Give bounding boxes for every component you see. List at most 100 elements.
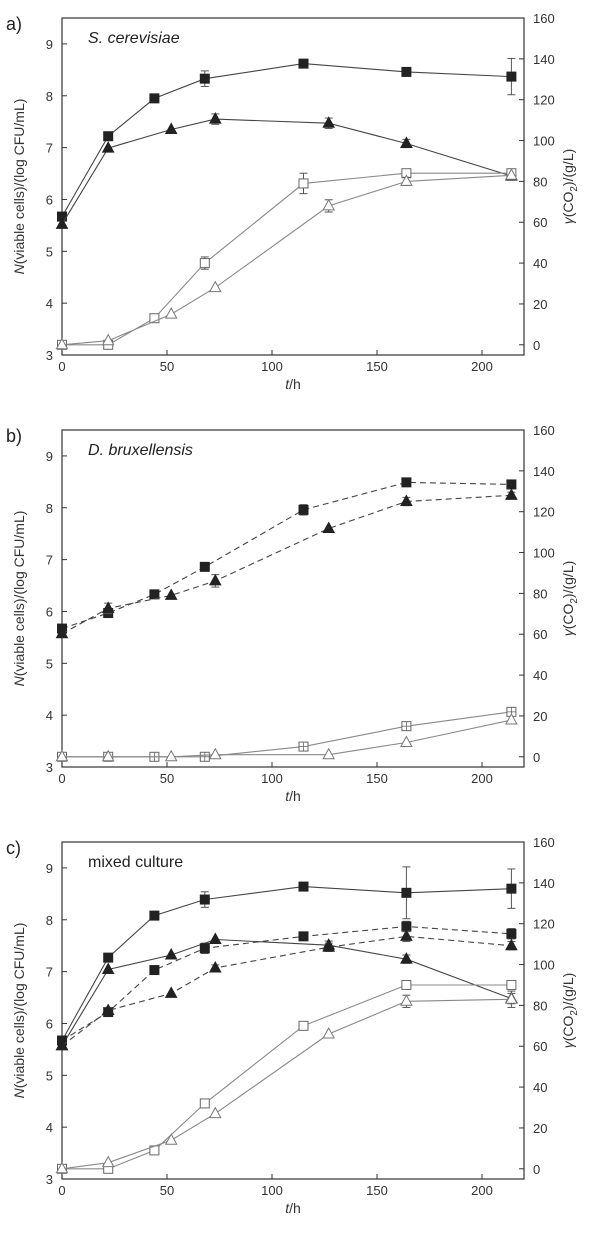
- y-right-tick-label: 160: [533, 835, 555, 850]
- y-left-tick-label: 9: [46, 37, 53, 52]
- x-tick-label: 150: [366, 771, 388, 786]
- y-left-tick-label: 3: [46, 1172, 53, 1187]
- y-left-tick-label: 3: [46, 760, 53, 775]
- data-point: [55, 337, 69, 350]
- y-left-tick-label: 5: [46, 244, 53, 259]
- y-right-tick-label: 60: [533, 1039, 547, 1054]
- series-line-1: [61, 886, 512, 1041]
- x-tick-label: 0: [58, 359, 65, 374]
- data-point: [149, 93, 160, 104]
- x-tick-label: 50: [160, 771, 174, 786]
- series-line-2: [61, 118, 512, 225]
- data-point: [199, 894, 210, 905]
- panel-label: c): [6, 838, 21, 858]
- data-point: [506, 979, 517, 990]
- data-point: [401, 887, 412, 898]
- data-point: [164, 947, 178, 960]
- y-right-tick-label: 100: [533, 958, 555, 973]
- y-right-tick-label: 40: [533, 1080, 547, 1095]
- data-point: [505, 712, 518, 725]
- x-tick-label: 200: [471, 771, 493, 786]
- data-point: [400, 174, 413, 186]
- data-point: [298, 881, 309, 892]
- data-point: [164, 307, 178, 319]
- data-point: [208, 932, 222, 944]
- y-right-tick-label: 140: [533, 876, 555, 891]
- series-line-1: [61, 63, 512, 217]
- y-left-tick-label: 8: [46, 89, 53, 104]
- y-right-tick-label: 60: [533, 627, 547, 642]
- data-point: [322, 747, 336, 760]
- y-left-axis-label: N(viable cells)/(log CFU/mL): [11, 923, 27, 1099]
- y-right-tick-label: 0: [533, 338, 540, 353]
- y-right-tick-label: 160: [533, 423, 555, 438]
- y-left-tick-label: 7: [46, 553, 53, 568]
- x-axis-label: t/h: [285, 788, 301, 804]
- data-point: [506, 71, 517, 82]
- data-point: [164, 122, 178, 134]
- data-point: [199, 561, 210, 572]
- y-left-axis-label: N(viable cells)/(log CFU/mL): [11, 99, 27, 275]
- data-point: [400, 994, 413, 1006]
- data-point: [208, 1106, 222, 1119]
- y-right-tick-label: 0: [533, 1162, 540, 1177]
- x-tick-label: 200: [471, 1183, 493, 1198]
- data-point: [505, 992, 518, 1004]
- series-line-4: [62, 719, 512, 758]
- y-right-tick-label: 120: [533, 505, 555, 520]
- data-point: [208, 573, 222, 586]
- data-point: [55, 217, 69, 229]
- series-line-1: [61, 481, 512, 630]
- data-point: [298, 58, 309, 69]
- x-tick-label: 200: [471, 359, 493, 374]
- plot-frame: [61, 429, 525, 768]
- data-point: [505, 938, 518, 951]
- series-line-3: [62, 172, 512, 346]
- data-point: [101, 141, 115, 153]
- data-point: [400, 952, 413, 964]
- y-left-tick-label: 4: [46, 296, 53, 311]
- x-axis-label: t/h: [285, 376, 301, 392]
- series-line-6: [61, 998, 512, 1170]
- data-point: [506, 479, 517, 490]
- data-point: [101, 1155, 115, 1168]
- data-point: [199, 943, 210, 954]
- x-tick-label: 50: [160, 1183, 174, 1198]
- y-left-tick-label: 4: [46, 708, 53, 723]
- data-point: [55, 1038, 69, 1051]
- x-tick-label: 150: [366, 1183, 388, 1198]
- y-left-axis-label: N(viable cells)/(log CFU/mL): [11, 511, 27, 687]
- data-point: [101, 601, 115, 613]
- y-right-tick-label: 40: [533, 256, 547, 271]
- x-tick-label: 100: [261, 771, 283, 786]
- data-point: [505, 168, 518, 180]
- data-point: [55, 1161, 69, 1174]
- data-point: [199, 1098, 210, 1109]
- y-right-tick-label: 100: [533, 134, 555, 149]
- panel-label: b): [6, 426, 22, 446]
- series-line-2: [61, 494, 512, 635]
- y-left-tick-label: 5: [46, 656, 53, 671]
- y-left-tick-label: 3: [46, 348, 53, 363]
- y-left-tick-label: 9: [46, 449, 53, 464]
- data-point: [400, 136, 413, 148]
- data-point: [164, 588, 178, 600]
- data-point: [101, 333, 115, 346]
- data-point: [199, 73, 210, 84]
- data-point: [149, 589, 160, 600]
- data-point: [199, 258, 210, 269]
- data-point: [322, 198, 336, 211]
- y-right-tick-label: 140: [533, 464, 555, 479]
- y-right-tick-label: 20: [533, 709, 547, 724]
- data-point: [400, 494, 413, 507]
- y-right-tick-label: 100: [533, 546, 555, 561]
- y-right-tick-label: 40: [533, 668, 547, 683]
- y-right-tick-label: 80: [533, 998, 547, 1013]
- data-point: [401, 979, 412, 990]
- y-left-tick-label: 6: [46, 1016, 53, 1031]
- y-left-tick-label: 9: [46, 861, 53, 876]
- y-left-tick-label: 7: [46, 965, 53, 980]
- x-axis-label: t/h: [285, 1200, 301, 1216]
- panel-label: a): [6, 14, 22, 34]
